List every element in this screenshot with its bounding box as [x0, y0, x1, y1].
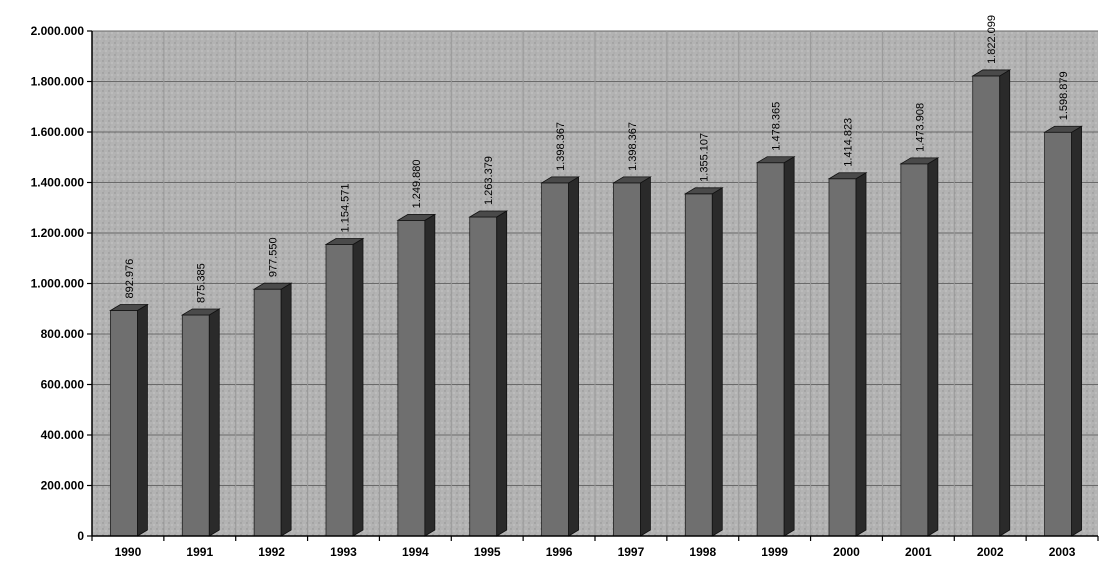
data-label: 892.976 [124, 259, 136, 299]
bar-top [108, 304, 149, 311]
y-tick-label: 1.800.000 [31, 75, 85, 89]
x-tick-label: 2002 [977, 545, 1004, 559]
data-label: 1.822.099 [986, 15, 998, 64]
bar-side [137, 303, 148, 537]
x-tick-label: 1992 [258, 545, 285, 559]
x-tick-label: 1994 [402, 545, 429, 559]
bar-side [352, 237, 364, 537]
data-label: 1.598.879 [1058, 71, 1070, 120]
x-tick-label: 1997 [618, 545, 645, 559]
bar-1993 [324, 237, 365, 537]
bar-side [496, 210, 508, 537]
x-tick-label: 2000 [833, 545, 860, 559]
bar-top [755, 156, 796, 164]
bar-top [396, 214, 437, 221]
bar-front [684, 193, 713, 537]
bar-top [252, 282, 293, 290]
bar-top [324, 238, 365, 245]
bar-front [110, 310, 138, 537]
bar-1991 [180, 308, 221, 537]
bar-1996 [540, 176, 581, 537]
bar-top [611, 176, 652, 184]
x-tick-label: 2001 [905, 545, 932, 559]
y-tick-label: 1.000.000 [31, 277, 85, 291]
bar-2002 [971, 69, 1012, 537]
bar-1997 [611, 176, 652, 537]
bar-front [397, 220, 426, 537]
bar-side [855, 172, 867, 537]
bar-front [613, 182, 641, 537]
data-label: 1.154.571 [339, 184, 351, 233]
x-tick-label: 1996 [546, 545, 573, 559]
bar-front [900, 163, 929, 537]
bar-1990 [108, 303, 149, 537]
y-tick-label: 1.600.000 [31, 125, 85, 139]
y-tick-label: 2.000.000 [31, 24, 85, 38]
bar-side [280, 282, 292, 537]
data-label: 875.385 [196, 263, 208, 303]
bar-top [971, 69, 1012, 77]
bar-top [468, 210, 509, 218]
y-tick-label: 1.400.000 [31, 176, 85, 190]
data-label: 1.398.367 [555, 122, 567, 171]
x-tick-label: 1991 [186, 545, 213, 559]
data-label: 977.550 [268, 237, 280, 277]
y-tick-label: 600.000 [41, 378, 85, 392]
bar-1995 [468, 210, 509, 537]
y-tick-label: 0 [77, 529, 84, 543]
x-tick-label: 1995 [474, 545, 501, 559]
bar-2001 [899, 157, 940, 537]
bar-top [899, 157, 940, 165]
bar-side [568, 176, 579, 537]
bar-1994 [396, 213, 437, 537]
data-label: 1.398.367 [627, 122, 639, 171]
bar-front [253, 288, 282, 537]
bar-side [424, 213, 436, 537]
bar-top [180, 308, 221, 316]
bar-top [827, 172, 868, 180]
bar-side [783, 156, 795, 537]
bar-1999 [755, 156, 796, 537]
x-tick-label: 1993 [330, 545, 357, 559]
x-tick-label: 1990 [115, 545, 142, 559]
bar-top [683, 187, 724, 195]
y-tick-label: 400.000 [41, 428, 85, 442]
x-tick-label: 1999 [761, 545, 788, 559]
data-label: 1.355.107 [699, 133, 711, 182]
x-tick-label: 1998 [689, 545, 716, 559]
data-label: 1.263.379 [483, 156, 495, 205]
bar-front [828, 178, 857, 537]
bar-front [972, 75, 1001, 537]
data-label: 1.473.908 [914, 103, 926, 152]
data-label: 1.478.365 [771, 102, 783, 151]
bar-1992 [252, 282, 293, 537]
bar-side [208, 308, 220, 537]
x-tick-label: 2003 [1049, 545, 1076, 559]
bar-1998 [683, 187, 724, 537]
bar-2000 [827, 172, 868, 537]
bar-side [640, 176, 651, 537]
bar-front [756, 162, 785, 537]
bar-top [1043, 125, 1084, 133]
bar-side [711, 187, 723, 537]
bar-top [540, 176, 581, 184]
data-label: 1.249.880 [411, 159, 423, 208]
bar-2003 [1043, 125, 1084, 537]
bar-side [1071, 125, 1082, 537]
bar-front [325, 244, 354, 537]
bar-side [927, 157, 939, 537]
data-label: 1.414.823 [842, 118, 854, 167]
bar-front [541, 182, 569, 537]
y-tick-label: 1.200.000 [31, 226, 85, 240]
bar-side [999, 69, 1011, 537]
bar-front [469, 216, 498, 537]
bar-front [1044, 131, 1072, 537]
y-tick-label: 200.000 [41, 479, 85, 493]
bar-front [181, 314, 210, 537]
y-tick-label: 800.000 [41, 327, 85, 341]
